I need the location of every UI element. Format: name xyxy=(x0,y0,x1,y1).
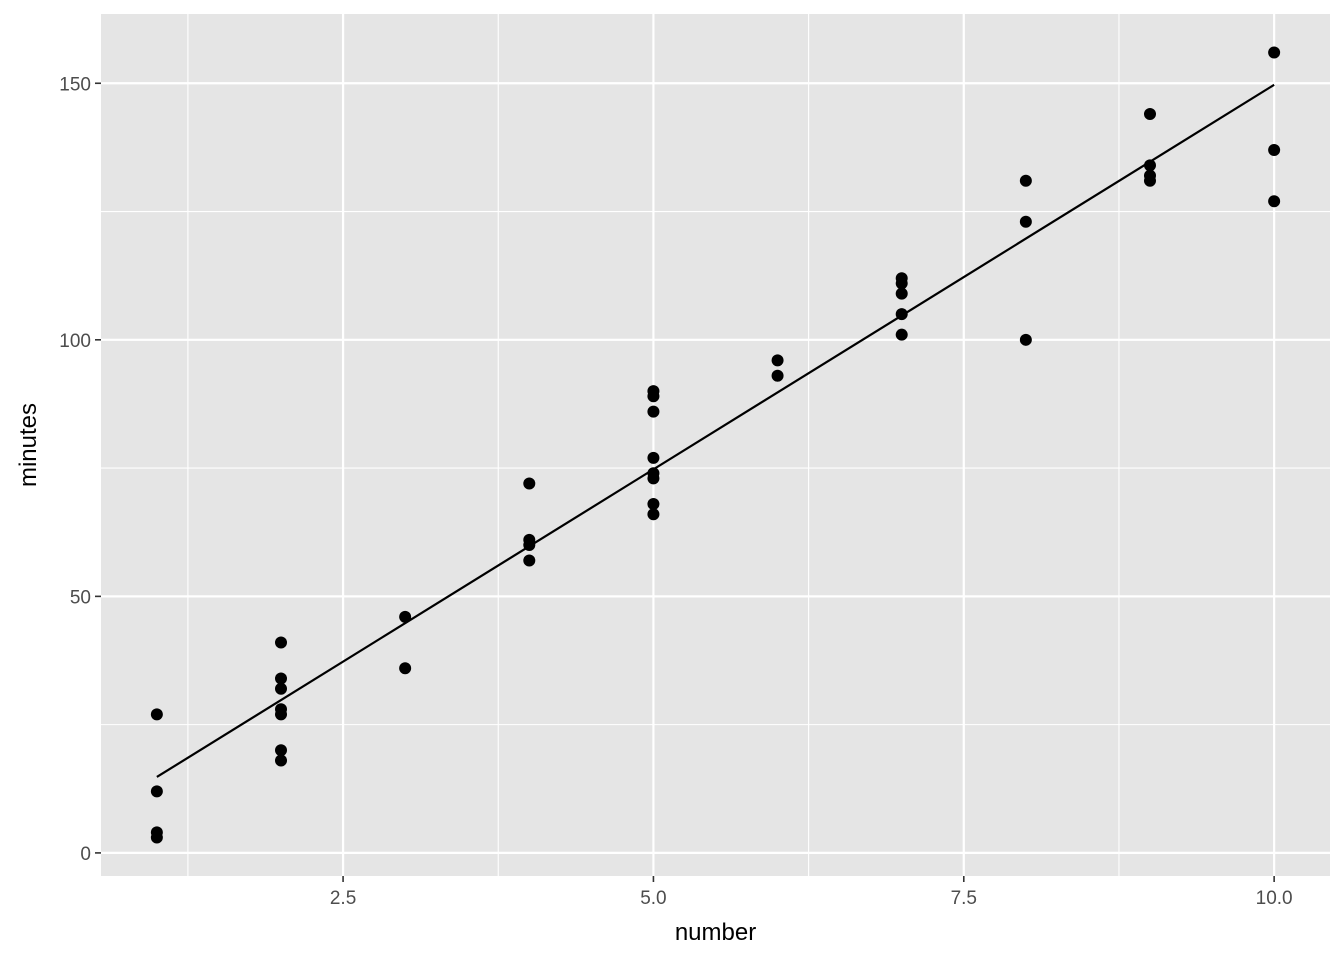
y-tick-label: 50 xyxy=(70,587,91,608)
data-point xyxy=(399,610,412,623)
data-point xyxy=(1019,174,1032,187)
plot-panel xyxy=(101,14,1330,876)
data-point xyxy=(647,390,660,403)
data-point xyxy=(647,405,660,418)
data-point xyxy=(1268,195,1281,208)
data-point xyxy=(275,672,288,685)
data-point xyxy=(647,451,660,464)
data-point xyxy=(895,308,908,321)
data-point xyxy=(895,277,908,290)
data-points xyxy=(150,46,1281,844)
x-tick-label: 5.0 xyxy=(640,888,666,909)
data-point xyxy=(275,744,288,757)
regression-line-layer xyxy=(156,83,1275,778)
data-point xyxy=(1143,108,1156,121)
data-point xyxy=(1268,143,1281,156)
x-axis-title: number xyxy=(675,919,756,946)
data-point xyxy=(1143,174,1156,187)
data-point xyxy=(771,369,784,382)
y-axis-title: minutes xyxy=(15,403,42,487)
data-point xyxy=(647,498,660,511)
x-tick-label: 10.0 xyxy=(1256,888,1293,909)
regression-line xyxy=(156,83,1275,778)
data-point xyxy=(150,785,163,798)
y-tick-label: 0 xyxy=(80,844,91,865)
data-point xyxy=(895,328,908,341)
data-point xyxy=(523,539,536,552)
minor-gridlines xyxy=(101,14,1330,876)
data-point xyxy=(1143,159,1156,172)
data-point xyxy=(1019,333,1032,346)
data-point xyxy=(523,477,536,490)
y-tick-label: 150 xyxy=(59,74,91,95)
data-point xyxy=(647,472,660,485)
y-tick-label: 100 xyxy=(59,331,91,352)
y-axis-ticks: 0 50 100 150 xyxy=(59,74,101,865)
data-point xyxy=(275,708,288,721)
data-point xyxy=(1268,46,1281,59)
data-point xyxy=(647,508,660,521)
x-axis-ticks: 2.5 5.0 7.5 10.0 xyxy=(330,876,1293,909)
data-point xyxy=(1019,215,1032,228)
x-tick-label: 2.5 xyxy=(330,888,356,909)
major-gridlines xyxy=(101,14,1330,876)
data-point xyxy=(523,554,536,567)
data-point xyxy=(771,354,784,367)
data-point xyxy=(150,708,163,721)
data-point xyxy=(895,287,908,300)
data-point xyxy=(275,636,288,649)
data-point xyxy=(150,831,163,844)
data-point xyxy=(275,754,288,767)
data-point xyxy=(399,662,412,675)
data-point xyxy=(275,682,288,695)
x-tick-label: 7.5 xyxy=(951,888,977,909)
